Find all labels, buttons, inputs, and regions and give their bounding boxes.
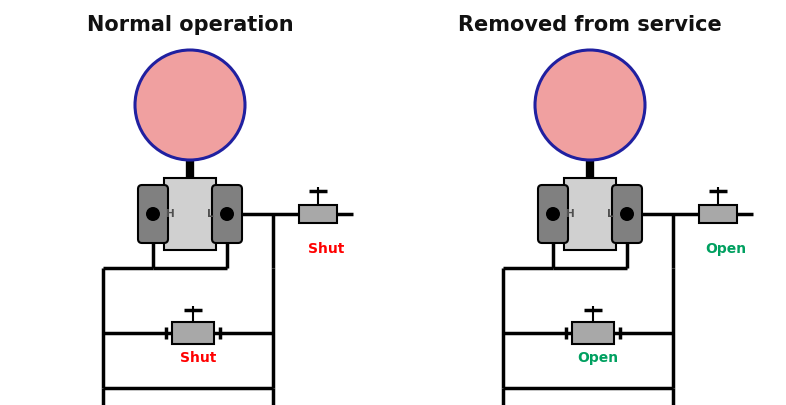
Text: Shut: Shut [180,351,216,365]
FancyBboxPatch shape [138,185,168,243]
Text: Open: Open [706,242,747,256]
Circle shape [535,50,645,160]
Circle shape [620,207,634,221]
Text: Normal operation: Normal operation [86,15,293,35]
Bar [699,205,737,223]
FancyBboxPatch shape [538,185,568,243]
Text: Open: Open [578,351,619,365]
Bar [164,178,216,250]
Text: L: L [607,209,613,219]
Circle shape [546,207,560,221]
FancyBboxPatch shape [212,185,242,243]
FancyBboxPatch shape [612,185,642,243]
Text: H: H [166,209,174,219]
Bar [572,322,614,344]
Bar [564,178,616,250]
Bar [172,322,214,344]
Text: L: L [207,209,213,219]
Text: Removed from service: Removed from service [458,15,722,35]
Text: H: H [566,209,575,219]
Circle shape [220,207,234,221]
Text: Shut: Shut [308,242,344,256]
Circle shape [135,50,245,160]
Circle shape [146,207,160,221]
Bar [299,205,337,223]
